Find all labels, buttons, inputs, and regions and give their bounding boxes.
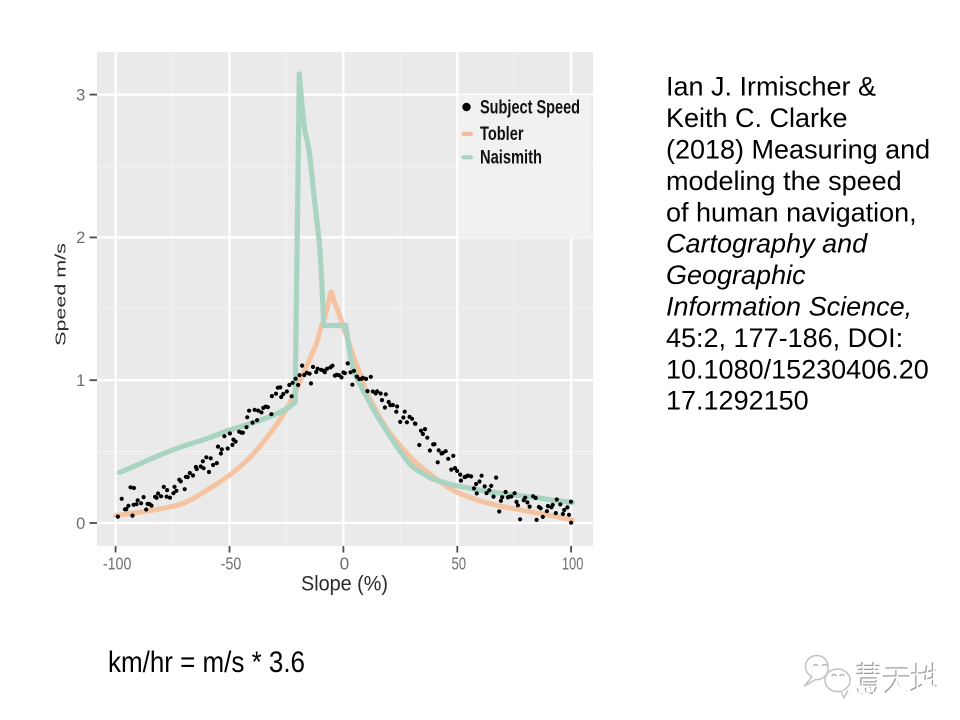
svg-text:modeling the speed: modeling the speed — [666, 166, 902, 196]
svg-text:0: 0 — [76, 515, 85, 533]
svg-text:17.1292150: 17.1292150 — [666, 386, 809, 416]
svg-text:50: 50 — [452, 553, 467, 573]
svg-text:of human navigation,: of human navigation, — [666, 197, 917, 227]
svg-text:1: 1 — [76, 372, 85, 390]
svg-text:Cartography and: Cartography and — [666, 229, 868, 259]
svg-text:100: 100 — [562, 553, 584, 573]
svg-text:2: 2 — [76, 229, 85, 247]
svg-text:3: 3 — [76, 86, 85, 104]
svg-text:Naismith: Naismith — [480, 148, 542, 169]
svg-text:Geographic: Geographic — [666, 260, 806, 290]
svg-text:0: 0 — [340, 553, 350, 573]
svg-text:Ian J. Irmischer &: Ian J. Irmischer & — [666, 72, 876, 102]
svg-text:-50: -50 — [221, 553, 242, 573]
svg-text:(2018) Measuring and: (2018) Measuring and — [666, 135, 930, 165]
svg-text:Keith C. Clarke: Keith C. Clarke — [666, 103, 848, 133]
svg-text:Slope (%): Slope (%) — [301, 571, 388, 595]
svg-text:km/hr = m/s * 3.6: km/hr = m/s * 3.6 — [108, 646, 305, 679]
svg-text:45:2, 177-186, DOI:: 45:2, 177-186, DOI: — [666, 323, 903, 353]
svg-text:Speed m/s: Speed m/s — [52, 243, 69, 346]
svg-text:-100: -100 — [103, 553, 131, 573]
svg-text:Information Science,: Information Science, — [666, 292, 912, 322]
svg-text:Tobler: Tobler — [480, 124, 524, 145]
svg-text:Subject Speed: Subject Speed — [480, 98, 580, 119]
svg-text:10.1080/15230406.20: 10.1080/15230406.20 — [666, 354, 929, 384]
